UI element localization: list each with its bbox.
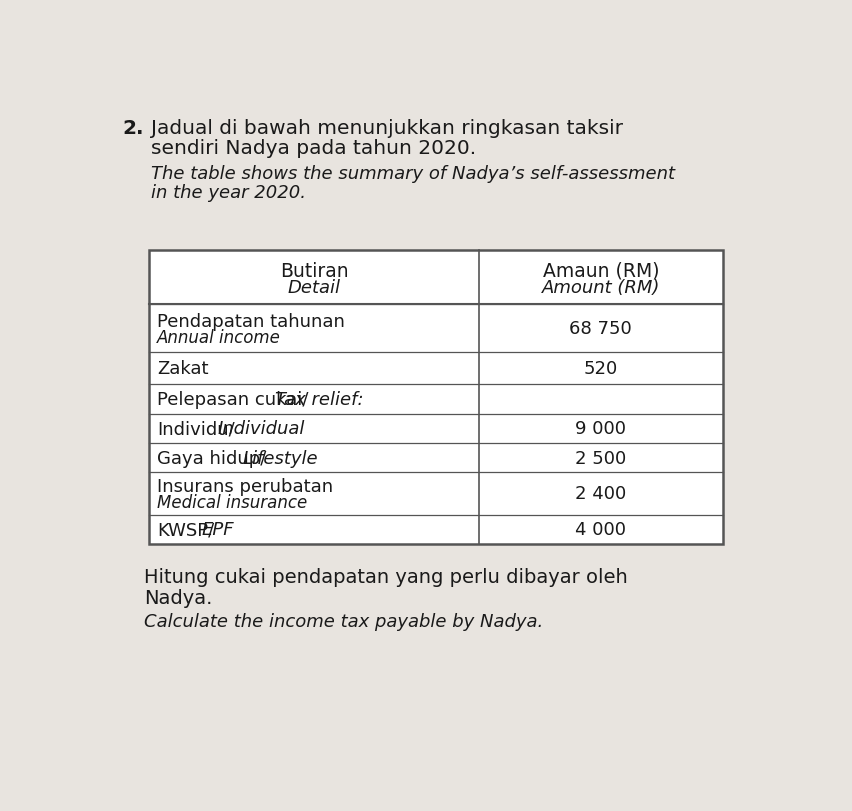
Text: sendiri Nadya pada tahun 2020.: sendiri Nadya pada tahun 2020. (152, 139, 476, 158)
Text: Amaun (RM): Amaun (RM) (543, 262, 659, 281)
Text: 2 400: 2 400 (575, 485, 626, 503)
Text: Hitung cukai pendapatan yang perlu dibayar oleh: Hitung cukai pendapatan yang perlu dibay… (144, 567, 627, 586)
Text: in the year 2020.: in the year 2020. (152, 183, 307, 201)
Text: Medical insurance: Medical insurance (157, 493, 307, 511)
Text: Detail: Detail (287, 278, 341, 296)
Text: Calculate the income tax payable by Nadya.: Calculate the income tax payable by Nady… (144, 611, 543, 630)
Text: Gaya hidup/: Gaya hidup/ (157, 449, 266, 467)
Text: The table shows the summary of Nadya’s self-assessment: The table shows the summary of Nadya’s s… (152, 165, 676, 183)
Text: Pendapatan tahunan: Pendapatan tahunan (157, 312, 345, 330)
Text: Jadual di bawah menunjukkan ringkasan taksir: Jadual di bawah menunjukkan ringkasan ta… (152, 119, 624, 138)
Text: Individual: Individual (217, 420, 305, 438)
Text: EPF: EPF (202, 521, 234, 539)
Text: 2.: 2. (122, 119, 143, 138)
Text: 2 500: 2 500 (575, 449, 626, 467)
Text: Lifestyle: Lifestyle (242, 449, 318, 467)
Bar (149, 251, 722, 544)
Text: 9 000: 9 000 (575, 420, 626, 438)
Text: Zakat: Zakat (157, 360, 209, 378)
Text: Insurans perubatan: Insurans perubatan (157, 477, 333, 495)
Text: Pelepasan cukai/: Pelepasan cukai/ (157, 391, 308, 409)
Text: Tax relief:: Tax relief: (274, 391, 363, 409)
Text: 68 750: 68 750 (569, 320, 632, 338)
Text: Annual income: Annual income (157, 328, 281, 346)
Text: Amount (RM): Amount (RM) (542, 278, 660, 296)
Text: KWSP/: KWSP/ (157, 521, 214, 539)
Text: 520: 520 (584, 360, 618, 378)
Text: Individu/: Individu/ (157, 420, 234, 438)
Text: Nadya.: Nadya. (144, 589, 212, 607)
Text: 4 000: 4 000 (575, 521, 626, 539)
Text: Butiran: Butiran (279, 262, 348, 281)
